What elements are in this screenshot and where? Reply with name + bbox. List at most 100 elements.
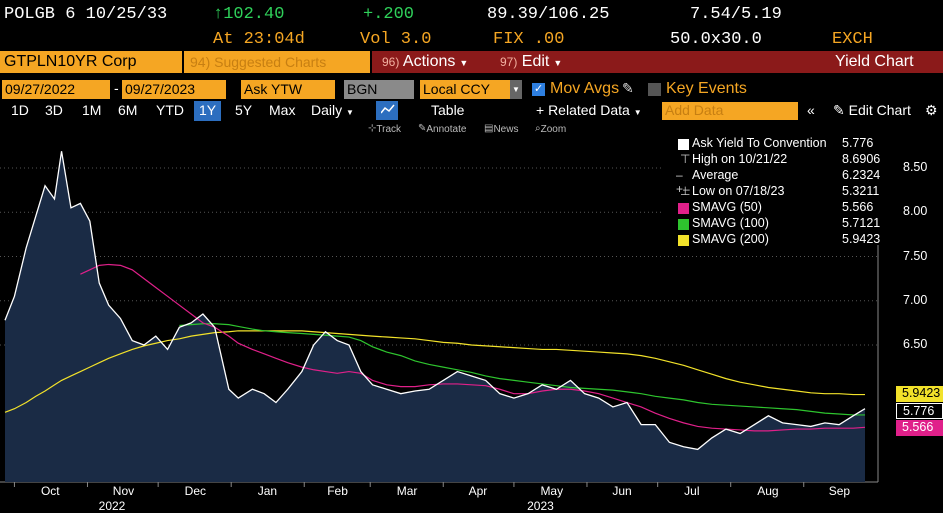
start-date-input[interactable]: 09/27/2022 bbox=[2, 80, 110, 99]
y-tick-label: 6.50 bbox=[903, 337, 928, 351]
end-date-input[interactable]: 09/27/2023 bbox=[122, 80, 226, 99]
options-bar: 09/27/2022 - 09/27/2023 Ask YTW BGN Loca… bbox=[0, 80, 943, 100]
related-data-label: + Related Data bbox=[536, 102, 630, 118]
source-select[interactable]: BGN bbox=[344, 80, 414, 99]
currency-select[interactable]: Local CCY bbox=[420, 80, 510, 99]
period-button-1m[interactable]: 1M bbox=[82, 102, 102, 118]
track-tool[interactable]: ⊹ Track bbox=[368, 123, 402, 135]
legend-entry[interactable]: SMAVG (200) 5.9423 bbox=[664, 232, 890, 248]
legend-value: 5.3211 bbox=[842, 184, 880, 198]
x-tick-label: Nov bbox=[112, 484, 135, 498]
add-data-input[interactable]: Add Data bbox=[662, 102, 798, 120]
chevron-down-icon: ▼ bbox=[633, 108, 642, 117]
period-bar: 1D 3D 1M 6M YTD 1Y 5Y Max Daily ▼ Table + Relat… bbox=[0, 101, 943, 121]
key-events-checkbox[interactable] bbox=[648, 83, 661, 96]
chevron-down-icon: ▼ bbox=[553, 58, 563, 68]
news-label: News bbox=[493, 124, 519, 135]
legend-value: 5.566 bbox=[842, 200, 874, 214]
quote-volume: Vol 3.0 bbox=[360, 30, 432, 49]
period-button-1d[interactable]: 1D bbox=[11, 102, 29, 118]
date-dash: - bbox=[114, 80, 119, 96]
mov-avgs-checkbox[interactable] bbox=[532, 82, 545, 96]
legend-entry[interactable]: ⊥ Low on 07/18/23 5.3211 bbox=[664, 184, 890, 200]
track-label: Track bbox=[376, 124, 402, 135]
y-tick-label: 7.50 bbox=[903, 248, 928, 263]
price-range: 89.39/106.25 bbox=[487, 5, 610, 24]
chart-tools: ⊹ Track ✎ Annotate ▤ News ⌕ Zoom bbox=[0, 122, 943, 136]
yield-chart[interactable] bbox=[0, 133, 943, 513]
period-button-max[interactable]: Max bbox=[269, 102, 296, 118]
quote-time: At 23:04d bbox=[213, 30, 305, 49]
sma200-tag: 5.9423 bbox=[896, 386, 943, 402]
annotate-tool[interactable]: ✎ Annotate bbox=[418, 123, 467, 135]
quote-fix: FIX .00 bbox=[493, 30, 565, 49]
quote-exchange: EXCH bbox=[832, 30, 873, 49]
legend-entry[interactable]: –+– Average 6.2324 bbox=[664, 168, 890, 196]
yield-area bbox=[5, 151, 865, 482]
edit-chart-label: Edit Chart bbox=[848, 102, 911, 118]
legend-label: Average bbox=[692, 168, 739, 182]
chart-legend[interactable]: Ask Yield To Convention 5.776 ⊤ High on 10/… bbox=[664, 133, 890, 248]
x-tick-label: Jul bbox=[684, 484, 700, 498]
year-label: 2023 bbox=[527, 499, 554, 513]
year-label: 2022 bbox=[98, 499, 126, 513]
collapse-icon[interactable]: « bbox=[807, 102, 815, 118]
legend-label: High on 10/21/22 bbox=[692, 152, 788, 166]
period-button-5y[interactable]: 5Y bbox=[235, 102, 253, 118]
x-tick-label: Sep bbox=[828, 484, 851, 498]
legend-swatch bbox=[678, 235, 689, 246]
chevron-down-icon: ▼ bbox=[346, 108, 354, 117]
quote-details: At 23:04d Vol 3.0 FIX .00 50.0x30.0 EXCH bbox=[0, 28, 943, 50]
command-bar: GTPLN10YR Corp 94) Suggested Charts 96) … bbox=[0, 51, 943, 73]
pencil-icon[interactable]: ✎ bbox=[622, 80, 634, 96]
legend-label: Ask Yield To Convention bbox=[692, 136, 827, 150]
x-tick-label: Dec bbox=[184, 484, 206, 498]
legend-swatch bbox=[678, 139, 689, 150]
legend-label: SMAVG (50) bbox=[692, 200, 762, 214]
zoom-tool[interactable]: ⌕ Zoom bbox=[535, 123, 567, 135]
period-button-ytd[interactable]: YTD bbox=[156, 102, 184, 118]
actions-menu-button[interactable]: 96) Actions ▼ bbox=[376, 51, 474, 73]
gear-icon[interactable]: ⚙ bbox=[925, 102, 938, 118]
actions-label: Actions bbox=[402, 53, 456, 70]
currency-chevron-icon[interactable]: ▼ bbox=[510, 80, 522, 99]
related-data-button[interactable]: + Related Data ▼ bbox=[531, 101, 647, 121]
zoom-label: Zoom bbox=[540, 124, 567, 135]
x-tick-label: Aug bbox=[757, 484, 779, 498]
edit-chart-button[interactable]: ✎ Edit Chart bbox=[828, 101, 916, 121]
period-button-3d[interactable]: 3D bbox=[45, 102, 63, 118]
legend-swatch bbox=[678, 219, 689, 230]
legend-swatch bbox=[678, 203, 689, 214]
legend-entry[interactable]: SMAVG (100) 5.7121 bbox=[664, 216, 890, 232]
x-tick-label: Feb bbox=[327, 484, 348, 498]
suggested-charts-button[interactable]: 94) Suggested Charts bbox=[184, 51, 370, 73]
frequency-select[interactable]: Daily ▼ bbox=[306, 101, 359, 121]
sma100-line bbox=[179, 323, 865, 416]
period-button-6m[interactable]: 6M bbox=[118, 102, 138, 118]
pencil-icon: ✎ bbox=[833, 102, 845, 118]
security-ticker: POLGB 6 10/25/33 bbox=[4, 5, 168, 24]
page-title: Yield Chart bbox=[835, 53, 914, 70]
x-tick-label: Jan bbox=[257, 484, 278, 498]
period-button-1y[interactable]: 1Y bbox=[194, 101, 222, 121]
legend-value: 8.6906 bbox=[842, 152, 881, 166]
legend-value: 5.9423 bbox=[842, 232, 881, 246]
action-bar bbox=[372, 51, 943, 73]
table-button[interactable]: Table bbox=[431, 102, 465, 118]
legend-value: 5.776 bbox=[842, 136, 874, 150]
frequency-label: Daily bbox=[311, 102, 343, 118]
news-tool[interactable]: ▤ News bbox=[484, 123, 519, 135]
security-input[interactable]: GTPLN10YR Corp bbox=[0, 51, 182, 73]
x-tick-label: May bbox=[540, 484, 564, 498]
chevron-down-icon: ▼ bbox=[459, 58, 469, 68]
field-select[interactable]: Ask YTW bbox=[241, 80, 335, 99]
x-tick-label: Oct bbox=[40, 484, 60, 498]
legend-entry[interactable]: Ask Yield To Convention 5.776 bbox=[664, 136, 890, 152]
edit-menu-button[interactable]: 97) Edit ▼ bbox=[494, 51, 568, 73]
legend-entry[interactable]: SMAVG (50) 5.566 bbox=[664, 200, 890, 216]
x-tick-label: Apr bbox=[468, 484, 488, 498]
line-chart-icon[interactable] bbox=[376, 101, 398, 120]
legend-entry[interactable]: ⊤ High on 10/21/22 8.6906 bbox=[664, 152, 890, 168]
x-tick-label: Jun bbox=[612, 484, 632, 498]
quote-line: POLGB 6 10/25/33 ↑102.40 +.200 89.39/106… bbox=[0, 0, 943, 28]
